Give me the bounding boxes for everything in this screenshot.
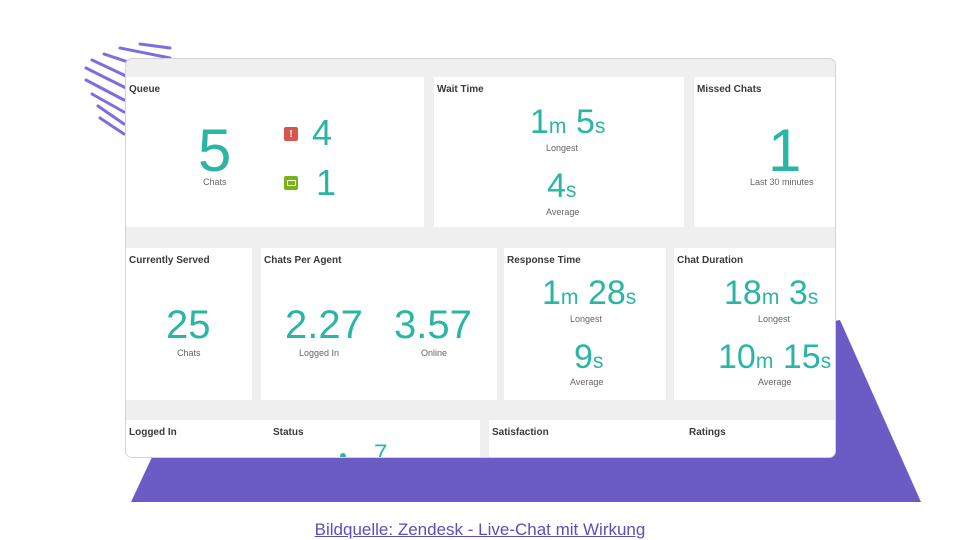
response-time-longest-label: Longest xyxy=(570,314,603,324)
panel-title-ratings: Ratings xyxy=(689,427,726,438)
chat-duration-longest-value: 18m 3s xyxy=(724,274,819,312)
wait-time-panel[interactable]: Wait Time 1m 5s Longest 4s Average xyxy=(434,77,684,227)
queue-chats-count: 5 xyxy=(198,117,232,184)
panel-title-status: Status xyxy=(273,427,304,438)
panel-title: Currently Served xyxy=(129,255,210,266)
wait-time-longest-value: 1m 5s xyxy=(530,103,606,141)
response-time-panel[interactable]: Response Time 1m 28s Longest 9s Average xyxy=(504,248,666,400)
panel-title: Wait Time xyxy=(437,84,484,95)
missed-chats-count: 1 xyxy=(768,117,802,184)
currently-served-count: 25 xyxy=(166,303,211,347)
chat-duration-average-label: Average xyxy=(758,377,792,387)
queue-chats-label: Chats xyxy=(203,177,227,187)
queue-panel[interactable]: Queue 5 Chats ! 4 1 xyxy=(126,77,424,227)
panel-title: Response Time xyxy=(507,255,581,266)
panel-title: Chats Per Agent xyxy=(264,255,342,266)
satisfaction-ratings-panel[interactable]: Satisfaction Ratings xyxy=(489,420,835,457)
response-time-average-label: Average xyxy=(570,377,604,387)
panel-title: Queue xyxy=(129,84,161,95)
panel-title: Missed Chats xyxy=(697,84,762,95)
chat-duration-average-value: 10m 15s xyxy=(718,338,832,376)
stripes-decoration xyxy=(84,42,172,136)
panel-title-satisfaction: Satisfaction xyxy=(492,427,549,438)
panel-title: Chat Duration xyxy=(677,255,744,266)
wait-time-longest-label: Longest xyxy=(546,143,579,153)
panel-title-logged-in: Logged In xyxy=(129,427,177,438)
queue-alert-count: 4 xyxy=(312,112,333,153)
dashboard-window: Queue 5 Chats ! 4 1 Wait Time 1m 5s Long… xyxy=(125,58,836,458)
status-dot-icon xyxy=(340,453,346,457)
image-source-caption-link[interactable]: Bildquelle: Zendesk - Live-Chat mit Wirk… xyxy=(314,520,646,539)
chats-per-agent-online-value: 3.57 xyxy=(394,303,472,347)
chats-per-agent-panel[interactable]: Chats Per Agent 2.27 Logged In 3.57 Onli… xyxy=(261,248,497,400)
missed-chats-label: Last 30 minutes xyxy=(750,177,814,187)
wait-time-average-value: 4s xyxy=(547,167,577,205)
response-time-average-value: 9s xyxy=(574,338,604,376)
currently-served-panel[interactable]: Currently Served 25 Chats xyxy=(126,248,252,400)
chats-per-agent-logged-in-value: 2.27 xyxy=(285,303,363,347)
alert-icon: ! xyxy=(284,127,298,141)
logged-in-status-panel[interactable]: Logged In Status 7 xyxy=(126,420,480,458)
chat-duration-panel[interactable]: Chat Duration 18m 3s Longest 10m 15s Ave… xyxy=(674,248,835,400)
status-value: 7 xyxy=(374,440,388,458)
chat-duration-longest-label: Longest xyxy=(758,314,791,324)
currently-served-label: Chats xyxy=(177,348,201,358)
missed-chats-panel[interactable]: Missed Chats 1 Last 30 minutes xyxy=(694,77,835,227)
chats-per-agent-logged-in-label: Logged In xyxy=(299,348,340,358)
message-icon xyxy=(284,176,298,190)
wait-time-average-label: Average xyxy=(546,207,580,217)
response-time-longest-value: 1m 28s xyxy=(542,274,637,312)
chats-per-agent-online-label: Online xyxy=(421,348,448,358)
queue-message-count: 1 xyxy=(316,162,337,203)
